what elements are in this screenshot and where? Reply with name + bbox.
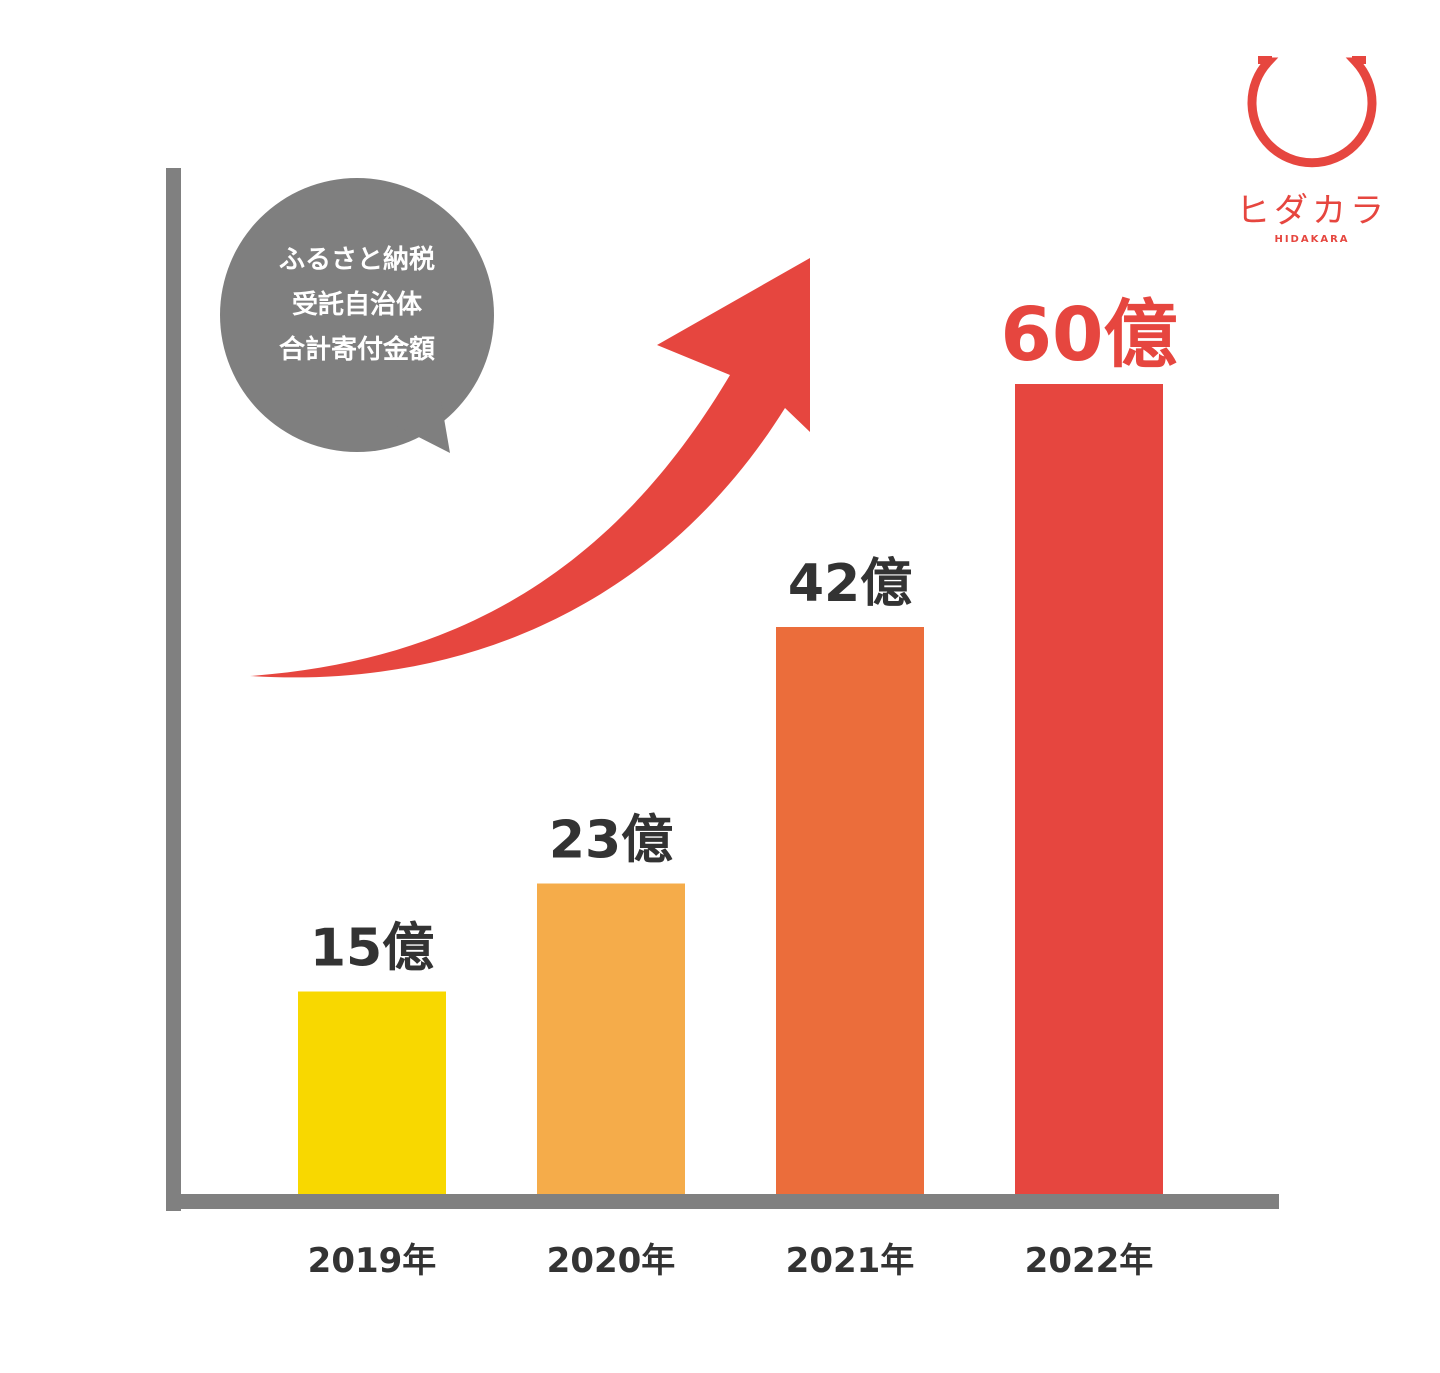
- growth-arrow: [250, 258, 810, 678]
- annotation-line: 合計寄付金額: [279, 334, 435, 365]
- value-label: 60億: [1001, 292, 1178, 378]
- x-tick-label: 2022年: [1025, 1241, 1154, 1281]
- logo: ヒダカラ HIDAKARA: [1236, 56, 1388, 245]
- bubble-body: [220, 178, 494, 452]
- x-tick-label: 2021年: [786, 1241, 915, 1281]
- logo-ring: [1247, 57, 1377, 168]
- bar: [776, 627, 924, 1194]
- value-label: 42億: [788, 554, 912, 614]
- logo-text: ヒダカラ: [1236, 191, 1388, 231]
- value-label: 23億: [549, 811, 673, 871]
- annotation-line: 受託自治体: [292, 289, 423, 320]
- bar: [537, 883, 685, 1194]
- bar: [1015, 384, 1163, 1194]
- bar: [298, 991, 446, 1194]
- speech-bubble: ふるさと納税 受託自治体 合計寄付金額: [220, 178, 494, 453]
- y-axis: [166, 168, 181, 1211]
- logo-subtext: HIDAKARA: [1274, 234, 1349, 245]
- x-tick-label: 2019年: [308, 1241, 437, 1281]
- bubble-tail: [395, 395, 450, 453]
- value-label: 15億: [310, 919, 434, 979]
- annotation-line: ふるさと納税: [279, 244, 435, 275]
- x-tick-label: 2020年: [547, 1241, 676, 1281]
- x-axis: [166, 1194, 1279, 1209]
